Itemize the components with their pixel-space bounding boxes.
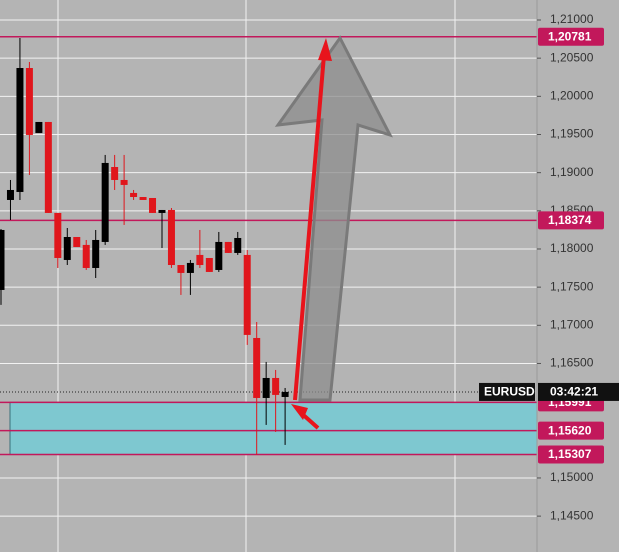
candle-body bbox=[44, 121, 52, 213]
candle-body bbox=[205, 257, 213, 272]
y-tick-label: 1,15000 bbox=[550, 470, 594, 484]
candle-body bbox=[82, 244, 90, 268]
candle-body bbox=[54, 212, 62, 258]
y-tick-label: 1,14500 bbox=[550, 508, 594, 522]
level-label: 1,20781 bbox=[548, 29, 592, 43]
y-tick-label: 1,20000 bbox=[550, 88, 594, 102]
candle-body bbox=[167, 209, 175, 266]
candle-body bbox=[35, 121, 43, 133]
timer-box bbox=[538, 382, 619, 401]
timer-label: 03:42:21 bbox=[550, 385, 598, 399]
y-tick-label: 1,21000 bbox=[550, 12, 594, 26]
pointer-arrow-head bbox=[291, 404, 308, 420]
y-tick-label: 1,17000 bbox=[550, 317, 594, 331]
candles bbox=[0, 38, 289, 455]
symbol-label: EURUSD bbox=[484, 385, 535, 399]
candle-body bbox=[253, 337, 261, 398]
candle-body bbox=[177, 265, 185, 273]
candle-body bbox=[16, 68, 24, 192]
candle-body bbox=[224, 241, 232, 253]
level-label-box bbox=[538, 445, 604, 464]
level-label: 1,15307 bbox=[548, 447, 592, 461]
candle-body bbox=[215, 241, 223, 270]
y-tick-label: 1,17500 bbox=[550, 279, 594, 293]
candle-body bbox=[101, 162, 109, 242]
candle-body bbox=[243, 254, 251, 335]
target-arrow-head bbox=[318, 38, 332, 61]
candle-body bbox=[234, 237, 242, 253]
candle-body bbox=[281, 391, 289, 397]
candle-body bbox=[111, 167, 119, 180]
target-arrow bbox=[293, 54, 326, 401]
y-tick-label: 1,18000 bbox=[550, 241, 594, 255]
candle-body bbox=[149, 197, 157, 213]
level-label-box bbox=[538, 211, 604, 230]
candle-body bbox=[186, 262, 194, 273]
candle-body bbox=[0, 229, 5, 290]
candle-body bbox=[130, 192, 138, 198]
grid bbox=[0, 19, 537, 517]
candle-body bbox=[6, 189, 14, 200]
candle-body bbox=[158, 209, 166, 213]
candle-body bbox=[73, 236, 81, 247]
candle-body bbox=[92, 239, 100, 268]
candle-body bbox=[25, 68, 33, 135]
candle-body bbox=[196, 254, 204, 266]
y-tick-label: 1,20500 bbox=[550, 50, 594, 64]
candle-body bbox=[139, 197, 147, 200]
candle-body bbox=[120, 179, 128, 185]
candle-body bbox=[63, 236, 71, 260]
price-axis: 1,210001,205001,200001,195001,190001,185… bbox=[479, 12, 619, 522]
y-tick-label: 1,19000 bbox=[550, 165, 594, 179]
candle-body bbox=[272, 377, 280, 395]
projection-arrow bbox=[274, 35, 393, 402]
candle-body bbox=[262, 377, 270, 398]
level-label-box bbox=[538, 421, 604, 440]
y-tick-label: 1,16500 bbox=[550, 356, 594, 370]
symbol-box bbox=[479, 382, 535, 401]
level-label: 1,18374 bbox=[548, 213, 592, 227]
level-label-box bbox=[538, 27, 604, 46]
level-label: 1,15620 bbox=[548, 423, 592, 437]
demand-zone bbox=[9, 401, 538, 456]
y-tick-label: 1,19500 bbox=[550, 127, 594, 141]
